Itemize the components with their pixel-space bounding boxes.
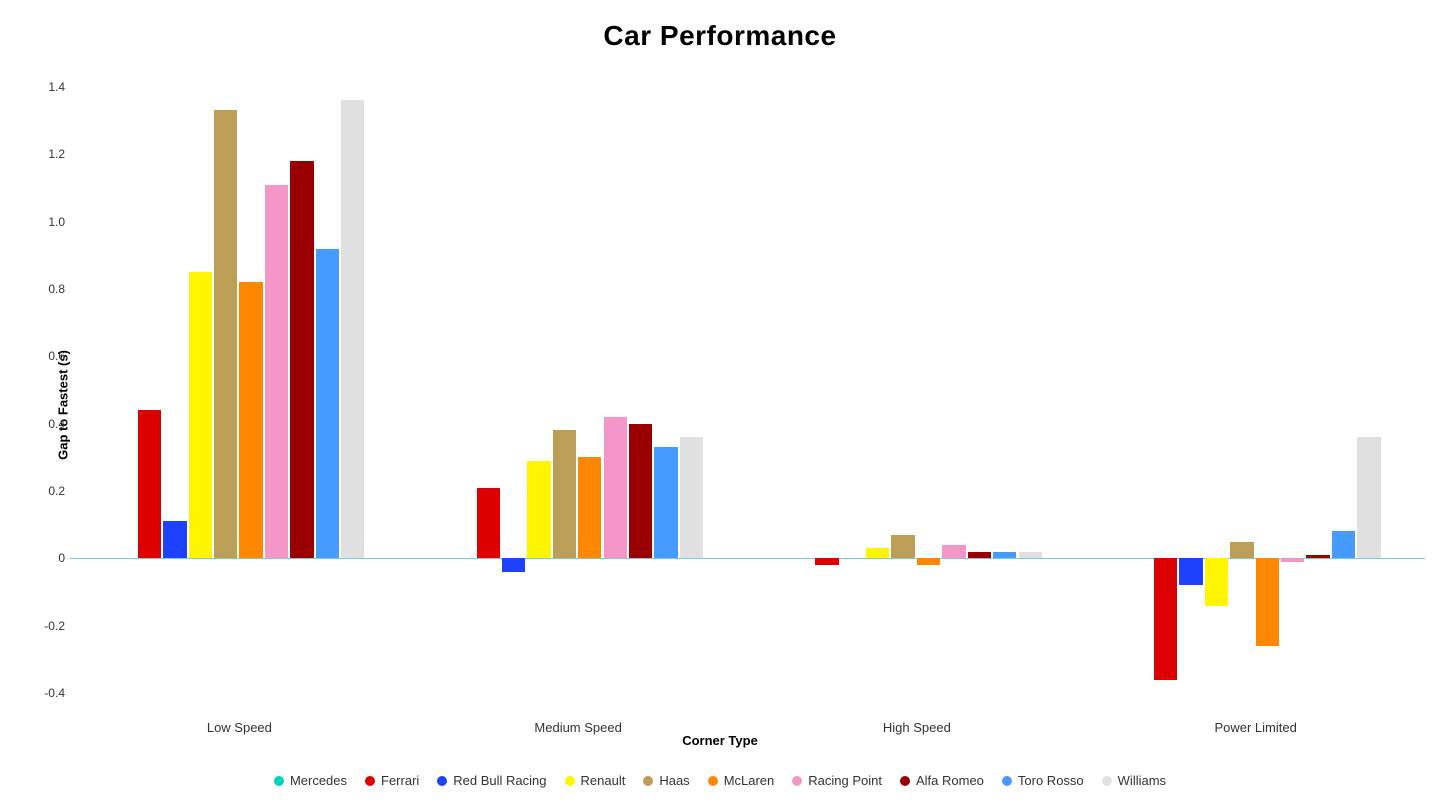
- bar: [527, 461, 550, 559]
- legend-label: Alfa Romeo: [916, 773, 984, 788]
- legend-label: Mercedes: [290, 773, 347, 788]
- y-tick-label: 0.2: [30, 484, 65, 498]
- bar: [502, 558, 525, 571]
- legend-dot: [437, 776, 447, 786]
- legend-item: Racing Point: [792, 773, 882, 788]
- y-tick-label: 1.2: [30, 147, 65, 161]
- bar: [942, 545, 965, 558]
- bar: [1357, 437, 1380, 558]
- bar: [968, 552, 991, 559]
- bar: [477, 488, 500, 559]
- bar: [1256, 558, 1279, 646]
- bar: [891, 535, 914, 559]
- legend-item: Renault: [565, 773, 626, 788]
- bar: [604, 417, 627, 558]
- legend-label: Renault: [581, 773, 626, 788]
- legend-label: Williams: [1118, 773, 1166, 788]
- bar: [1281, 558, 1304, 561]
- legend-dot: [565, 776, 575, 786]
- legend-label: Ferrari: [381, 773, 419, 788]
- bar: [1019, 552, 1042, 559]
- chart-title: Car Performance: [0, 0, 1440, 52]
- y-tick-label: -0.2: [30, 619, 65, 633]
- legend-dot: [1002, 776, 1012, 786]
- legend: Mercedes Ferrari Red Bull Racing Renault Haa…: [0, 773, 1440, 788]
- y-tick-label: 0: [30, 551, 65, 565]
- y-tick-label: 0.6: [30, 349, 65, 363]
- legend-dot: [274, 776, 284, 786]
- bar: [214, 110, 237, 558]
- x-category-label: Power Limited: [1214, 720, 1296, 735]
- x-axis-label: Corner Type: [682, 733, 758, 748]
- bar: [1230, 542, 1253, 559]
- legend-item: Mercedes: [274, 773, 347, 788]
- bar: [316, 249, 339, 559]
- bar: [189, 272, 212, 558]
- legend-item: Haas: [643, 773, 689, 788]
- x-category-label: High Speed: [883, 720, 951, 735]
- bar: [341, 100, 364, 558]
- x-category-label: Low Speed: [207, 720, 272, 735]
- legend-dot: [365, 776, 375, 786]
- y-axis-label: Gap to Fastest (s): [55, 350, 70, 460]
- legend-dot: [792, 776, 802, 786]
- legend-item: Ferrari: [365, 773, 419, 788]
- bar: [1332, 531, 1355, 558]
- bar: [163, 521, 186, 558]
- x-category-label: Medium Speed: [534, 720, 621, 735]
- legend-dot: [643, 776, 653, 786]
- bar: [815, 558, 838, 565]
- legend-item: Toro Rosso: [1002, 773, 1084, 788]
- bar: [917, 558, 940, 565]
- legend-item: Alfa Romeo: [900, 773, 984, 788]
- bar: [239, 282, 262, 558]
- legend-dot: [900, 776, 910, 786]
- bar: [1306, 555, 1329, 558]
- bar: [993, 552, 1016, 559]
- bar: [1154, 558, 1177, 679]
- bar: [1179, 558, 1202, 585]
- bar: [290, 161, 313, 558]
- legend-label: Toro Rosso: [1018, 773, 1084, 788]
- bar: [138, 410, 161, 558]
- legend-item: Williams: [1102, 773, 1166, 788]
- legend-item: McLaren: [708, 773, 775, 788]
- bar: [680, 437, 703, 558]
- legend-item: Red Bull Racing: [437, 773, 546, 788]
- bar: [553, 430, 576, 558]
- y-tick-label: -0.4: [30, 686, 65, 700]
- bar: [654, 447, 677, 558]
- legend-dot: [1102, 776, 1112, 786]
- legend-label: Haas: [659, 773, 689, 788]
- bar: [578, 457, 601, 558]
- bar: [629, 424, 652, 559]
- bar: [1205, 558, 1228, 605]
- legend-label: McLaren: [724, 773, 775, 788]
- y-tick-label: 0.4: [30, 417, 65, 431]
- chart-plot-area: -0.4-0.200.20.40.60.81.01.21.4Low SpeedM…: [70, 70, 1425, 710]
- bar: [866, 548, 889, 558]
- y-tick-label: 1.0: [30, 215, 65, 229]
- y-tick-label: 1.4: [30, 80, 65, 94]
- bar: [265, 185, 288, 559]
- legend-label: Red Bull Racing: [453, 773, 546, 788]
- legend-dot: [708, 776, 718, 786]
- y-tick-label: 0.8: [30, 282, 65, 296]
- legend-label: Racing Point: [808, 773, 882, 788]
